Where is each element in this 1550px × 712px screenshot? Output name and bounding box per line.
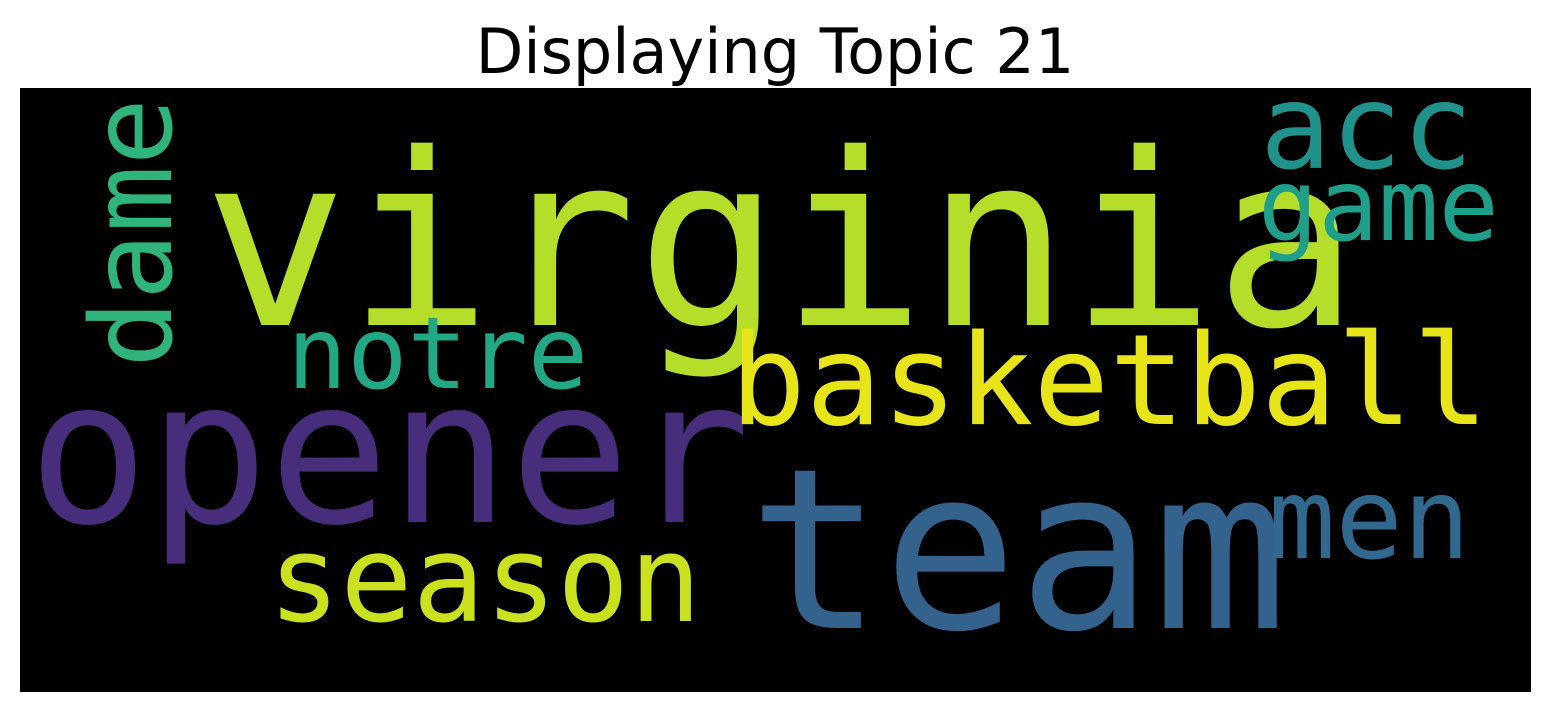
word-game: game: [1258, 147, 1499, 264]
word-cloud-canvas: virginia opener team basketball season acc gam…: [20, 88, 1531, 692]
word-dame: dame: [68, 98, 198, 368]
word-virginia: virginia: [203, 102, 1359, 382]
word-season: season: [268, 511, 701, 650]
word-opener: opener: [28, 337, 750, 570]
word-men: men: [1268, 455, 1470, 585]
word-notre: notre: [287, 295, 588, 412]
figure-title: Displaying Topic 21: [475, 15, 1075, 88]
word-basketball: basketball: [730, 307, 1489, 454]
word-acc: acc: [1260, 88, 1473, 196]
word-team: team: [748, 420, 1287, 681]
